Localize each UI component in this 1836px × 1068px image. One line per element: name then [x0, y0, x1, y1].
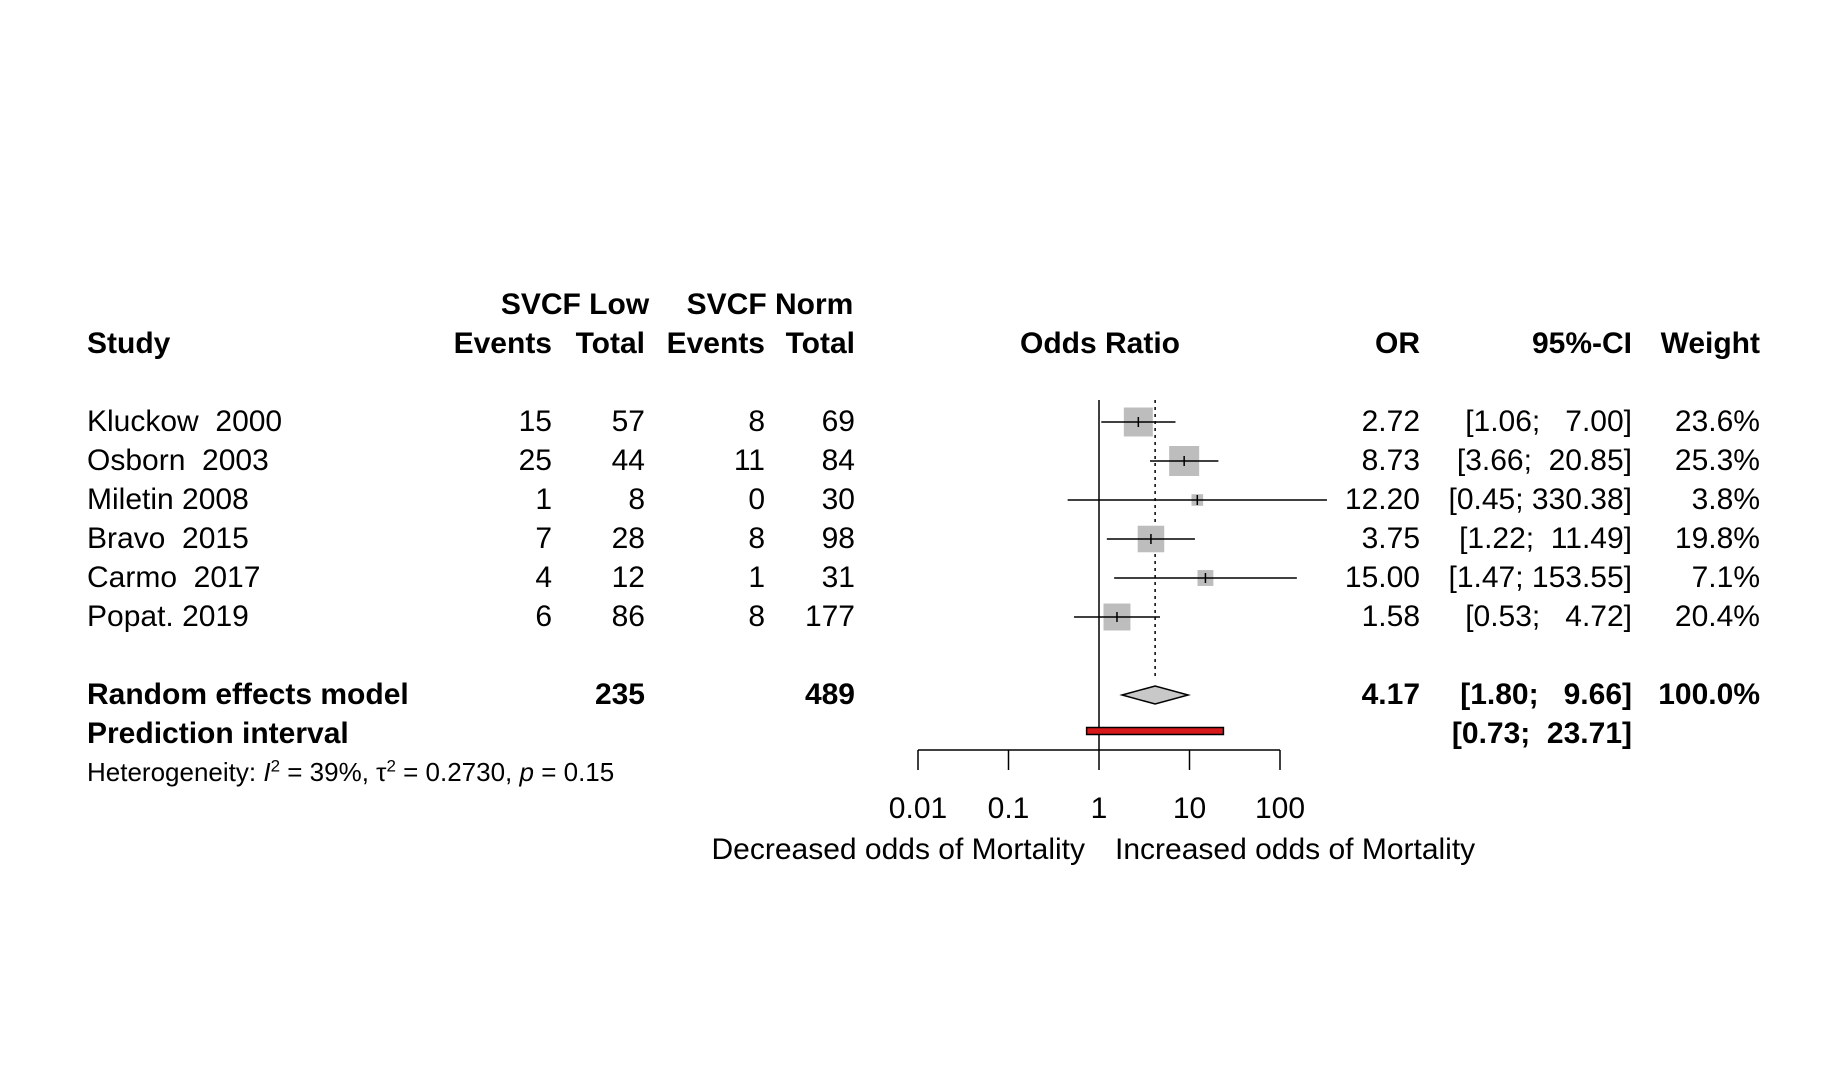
total2-cell: 177: [804, 600, 855, 633]
events2-cell: 1: [748, 561, 765, 594]
or-cell: 3.75: [1361, 522, 1420, 555]
total1-cell: 57: [611, 405, 645, 438]
events2-header: Events: [666, 327, 765, 360]
x-tick-label: 1: [1091, 792, 1108, 825]
ci-cell: [1.06; 7.00]: [1465, 405, 1632, 438]
events1-cell: 7: [535, 522, 552, 555]
p-symbol: p: [519, 757, 534, 787]
or-cell: 12.20: [1344, 483, 1420, 516]
tau2-value: = 0.2730,: [395, 757, 520, 787]
study-header: Study: [87, 327, 171, 360]
or-cell: 1.58: [1361, 600, 1420, 633]
or-cell: 2.72: [1361, 405, 1420, 438]
total1-cell: 28: [611, 522, 645, 555]
summary-diamond: [1119, 685, 1191, 705]
ci-header: 95%-CI: [1531, 327, 1632, 360]
total1-cell: 8: [628, 483, 645, 516]
i2-symbol: I: [263, 757, 271, 787]
total2-header: Total: [785, 327, 855, 360]
model-ci: [1.80; 9.66]: [1460, 678, 1632, 711]
events1-cell: 15: [518, 405, 552, 438]
weight-header: Weight: [1660, 327, 1760, 360]
prediction-interval-bar: [1085, 726, 1225, 736]
total2-cell: 69: [821, 405, 855, 438]
events1-cell: 25: [518, 444, 552, 477]
model-total2: 489: [804, 678, 855, 711]
i2-sup: 2: [270, 756, 281, 776]
model-or: 4.17: [1361, 678, 1420, 711]
weight-cell: 23.6%: [1674, 405, 1760, 438]
tau2-sup: 2: [386, 756, 396, 776]
events2-cell: 8: [748, 522, 765, 555]
i2-value: = 39%,: [280, 757, 377, 787]
study-name: Popat. 2019: [87, 600, 249, 633]
model-weight: 100.0%: [1658, 678, 1760, 711]
total1-header: Total: [575, 327, 645, 360]
prediction-ci: [0.73; 23.71]: [1451, 717, 1632, 750]
group2-header: SVCF Norm: [686, 288, 854, 321]
group1-header: SVCF Low: [500, 288, 650, 321]
model-total1: 235: [594, 678, 645, 711]
study-name: Carmo 2017: [87, 561, 261, 594]
ci-cell: [1.47; 153.55]: [1448, 561, 1633, 594]
or-header: OR: [1375, 327, 1420, 360]
events2-cell: 8: [748, 600, 765, 633]
total2-cell: 30: [821, 483, 855, 516]
model-label: Random effects model: [87, 678, 409, 711]
events1-cell: 6: [535, 600, 552, 633]
ci-cell: [1.22; 11.49]: [1459, 522, 1632, 555]
events2-cell: 11: [733, 444, 765, 477]
weight-cell: 25.3%: [1674, 444, 1760, 477]
study-name: Kluckow 2000: [87, 405, 283, 438]
ci-cell: [0.53; 4.72]: [1465, 600, 1632, 633]
events1-header: Events: [453, 327, 552, 360]
total2-cell: 84: [821, 444, 855, 477]
plot-title: Odds Ratio: [1019, 327, 1180, 360]
total1-cell: 12: [611, 561, 645, 594]
total2-cell: 31: [821, 561, 855, 594]
study-name: Osborn 2003: [87, 444, 269, 477]
x-tick-label: 0.1: [988, 792, 1030, 825]
x-tick-label: 100: [1255, 792, 1305, 825]
heterogeneity-text: Heterogeneity: I2 = 39%, τ2 = 0.2730, p …: [87, 755, 614, 789]
events2-cell: 8: [748, 405, 765, 438]
total1-cell: 86: [611, 600, 645, 633]
events1-cell: 1: [535, 483, 552, 516]
weight-cell: 20.4%: [1674, 600, 1760, 633]
weight-cell: 7.1%: [1691, 561, 1760, 594]
total1-cell: 44: [611, 444, 645, 477]
prediction-label: Prediction interval: [87, 717, 349, 750]
p-value: = 0.15: [533, 757, 615, 787]
or-cell: 15.00: [1344, 561, 1420, 594]
weight-cell: 19.8%: [1674, 522, 1760, 555]
x-tick-label: 0.01: [889, 792, 947, 825]
ci-cell: [3.66; 20.85]: [1456, 444, 1632, 477]
weight-cell: 3.8%: [1691, 483, 1760, 516]
ci-cell: [0.45; 330.38]: [1448, 483, 1633, 516]
axis-label-left: Decreased odds of Mortality: [711, 833, 1085, 866]
events1-cell: 4: [535, 561, 552, 594]
het-prefix: Heterogeneity:: [87, 757, 264, 787]
axis-label-right: Increased odds of Mortality: [1115, 833, 1476, 866]
or-cell: 8.73: [1361, 444, 1420, 477]
events2-cell: 0: [748, 483, 765, 516]
study-name: Miletin 2008: [87, 483, 249, 516]
tau2-symbol: τ: [376, 757, 387, 787]
x-tick-label: 10: [1173, 792, 1206, 825]
study-name: Bravo 2015: [87, 522, 249, 555]
total2-cell: 98: [821, 522, 855, 555]
